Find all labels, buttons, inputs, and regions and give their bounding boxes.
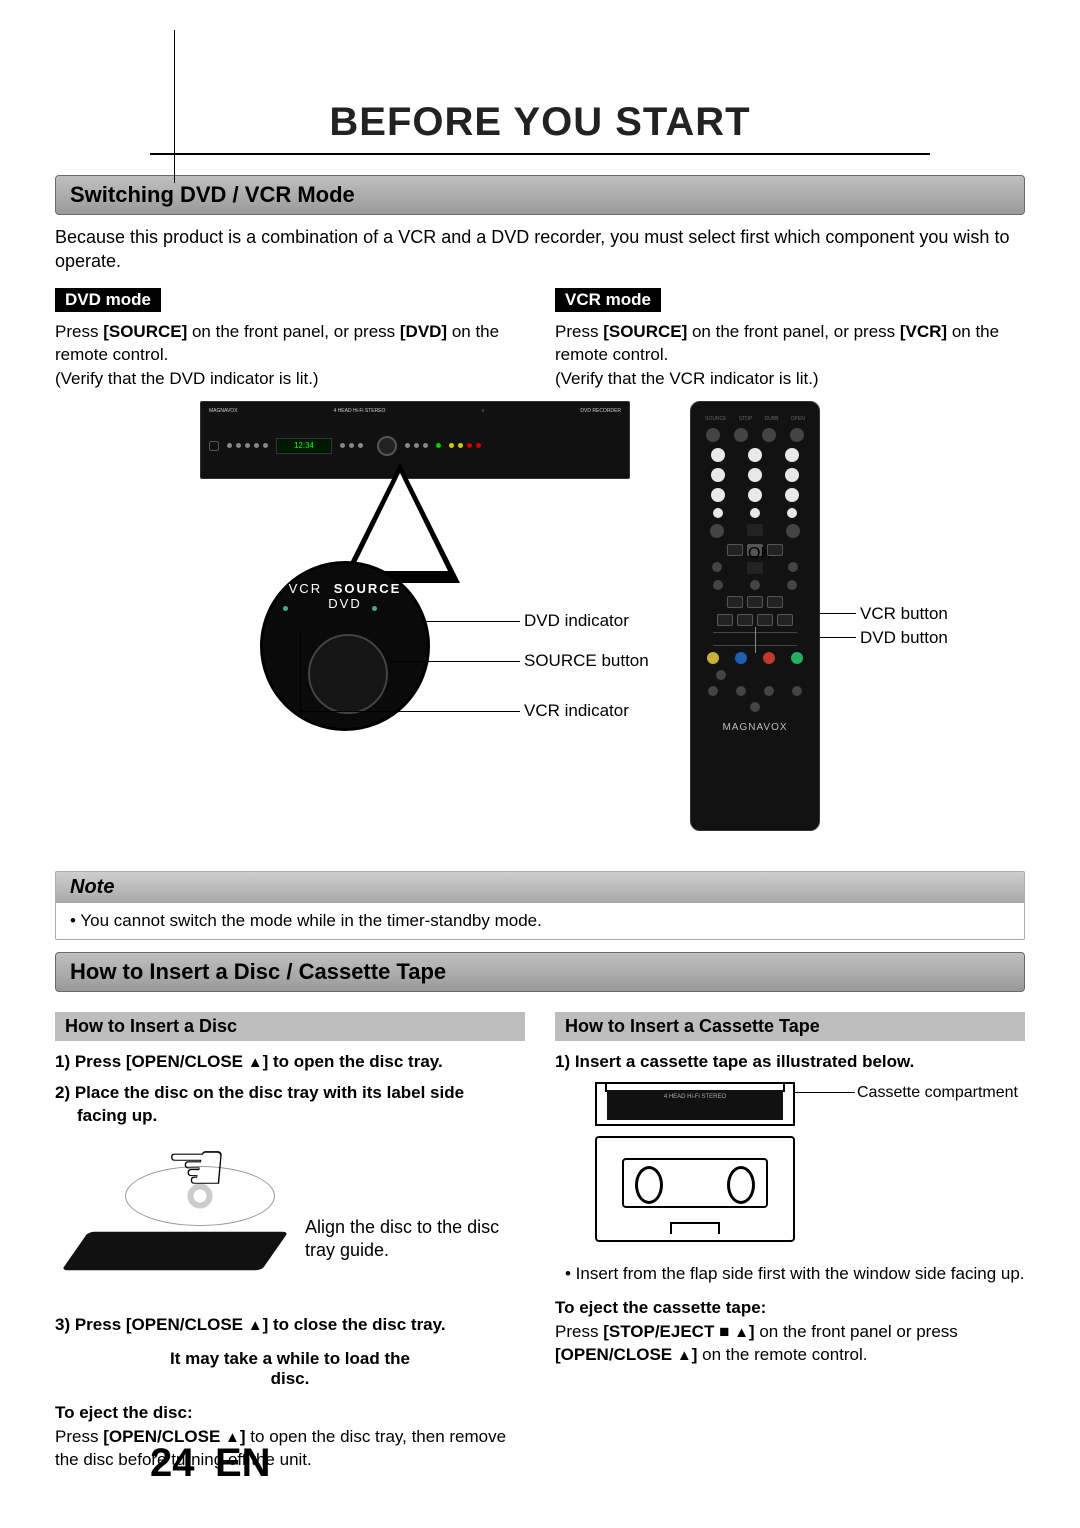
t: on the front panel, or press [187, 322, 400, 341]
cassette-compartment-label: Cassette compartment [857, 1084, 1018, 1102]
page-title: BEFORE YOU START [55, 100, 1025, 145]
disc-wait-note: It may take a while to load the disc. [160, 1349, 420, 1389]
disc-step2: 2) Place the disc on the disc tray with … [55, 1082, 525, 1128]
eject-icon: ▲ [734, 1324, 749, 1341]
remote-control: SOURCESTOPDUBBOPEN OK MAGNAVOX [690, 401, 820, 831]
t: [STOP/EJECT ■ [603, 1322, 734, 1341]
t: [VCR] [900, 322, 947, 341]
t: Press [55, 322, 103, 341]
label-vcr-button: VCR button [860, 604, 948, 624]
zoom-dvd: DVD [328, 596, 361, 611]
remote-brand: MAGNAVOX [699, 722, 811, 733]
disc-figure: ☞ [75, 1136, 305, 1296]
hand-icon: ☞ [165, 1126, 228, 1208]
eject-icon: ▲ [248, 1054, 263, 1071]
dvd-mode-label: DVD mode [55, 288, 161, 312]
section-heading-insert: How to Insert a Disc / Cassette Tape [55, 952, 1025, 992]
sub-cassette: How to Insert a Cassette Tape [555, 1012, 1025, 1041]
t: facing up. [55, 1105, 525, 1128]
zoom-source: SOURCE [334, 581, 402, 596]
vcr-mode-text: Press [SOURCE] on the front panel, or pr… [555, 320, 1025, 368]
page-lang: EN [215, 1441, 271, 1486]
label-dvd-button: DVD button [860, 628, 948, 648]
t: on the front panel or press [755, 1322, 958, 1341]
disc-step3: 3) Press [OPEN/CLOSE ▲] to close the dis… [55, 1314, 525, 1337]
cassette-bullet: • Insert from the flap side first with t… [555, 1262, 1025, 1286]
t: 4 HEAD Hi-Fi STEREO [334, 408, 386, 418]
disc-eject-body: Press [OPEN/CLOSE ▲] to open the disc tr… [55, 1425, 525, 1473]
t: 3) Press [OPEN/CLOSE [55, 1315, 248, 1334]
sub-disc: How to Insert a Disc [55, 1012, 525, 1041]
cassette-figure: 4 HEAD Hi-Fi STEREO Cassette compartment [595, 1082, 875, 1252]
t: DVD RECORDER [580, 408, 621, 418]
t: Press [55, 1427, 103, 1446]
eject-icon: ▲ [248, 1317, 263, 1334]
disc-step1: 1) Press [OPEN/CLOSE ▲] to open the disc… [55, 1051, 525, 1074]
label-source-button: SOURCE button [524, 651, 649, 671]
note-body: • You cannot switch the mode while in th… [56, 903, 1024, 939]
t: 2) Place the disc on the disc tray with … [55, 1083, 464, 1102]
dvd-mode-text: Press [SOURCE] on the front panel, or pr… [55, 320, 525, 368]
section1-intro: Because this product is a combination of… [55, 225, 1025, 274]
t: [SOURCE] [603, 322, 687, 341]
t: [SOURCE] [103, 322, 187, 341]
note-box: Note • You cannot switch the mode while … [55, 871, 1025, 940]
t: ] to open the disc tray. [263, 1052, 443, 1071]
eject-icon: ▲ [677, 1347, 692, 1364]
section-heading-switching: Switching DVD / VCR Mode [55, 175, 1025, 215]
t: ] to close the disc tray. [263, 1315, 446, 1334]
t: Press [555, 1322, 603, 1341]
left-margin-rule [174, 30, 175, 183]
cassette-step1: 1) Insert a cassette tape as illustrated… [555, 1051, 1025, 1074]
t: Press [555, 322, 603, 341]
t: [DVD] [400, 322, 447, 341]
zoom-labels: VCR SOURCE DVD [275, 581, 415, 611]
t: on the front panel, or press [687, 322, 900, 341]
page-number: 24 [150, 1441, 195, 1486]
disc-eject-head: To eject the disc: [55, 1401, 525, 1425]
device-brand: MAGNAVOX [209, 408, 238, 418]
device-figure: MAGNAVOX4 HEAD Hi-Fi STEREO○DVD RECORDER… [130, 401, 950, 861]
vcr-mode-verify: (Verify that the VCR indicator is lit.) [555, 367, 1025, 391]
cassette-eject-head: To eject the cassette tape: [555, 1296, 1025, 1320]
t: on the remote control. [697, 1345, 867, 1364]
t: [OPEN/CLOSE [555, 1345, 677, 1364]
dvd-mode-verify: (Verify that the DVD indicator is lit.) [55, 367, 525, 391]
label-vcr-indicator: VCR indicator [524, 701, 629, 721]
note-title: Note [56, 872, 1024, 903]
align-note: Align the disc to the disc tray guide. [305, 1216, 515, 1263]
zoom-vcr: VCR [289, 581, 322, 596]
title-rule [150, 153, 930, 155]
vcr-mode-label: VCR mode [555, 288, 661, 312]
t: 1) Press [OPEN/CLOSE [55, 1052, 248, 1071]
label-dvd-indicator: DVD indicator [524, 611, 629, 631]
cassette-eject-body: Press [STOP/EJECT ■ ▲] on the front pane… [555, 1320, 1025, 1368]
